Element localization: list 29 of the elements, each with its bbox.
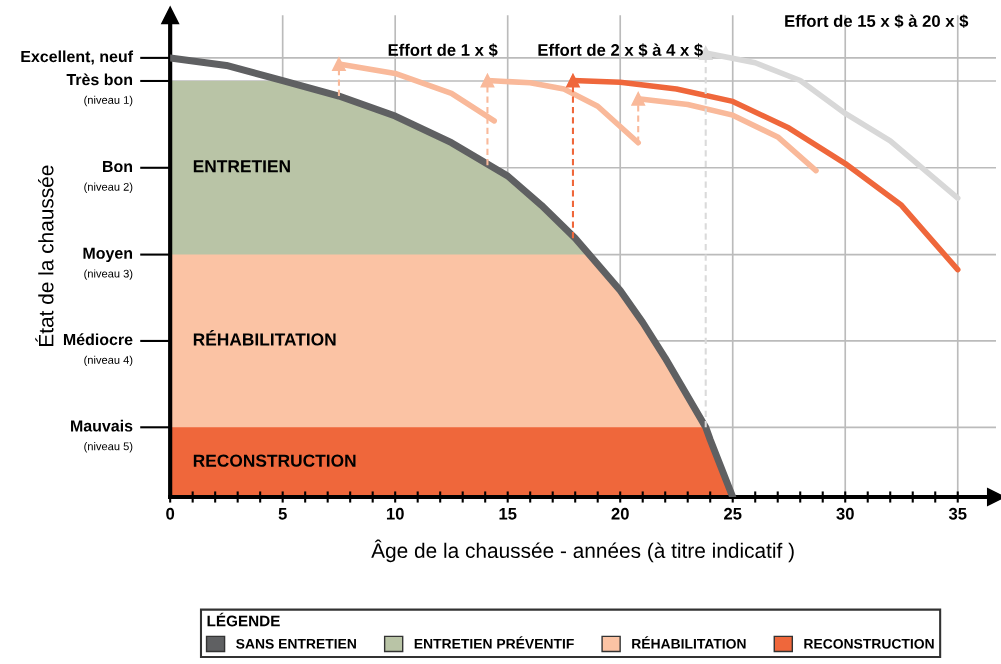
x-tick-label: 30 (836, 507, 854, 520)
legend-label: SANS ENTRETIEN (236, 638, 356, 649)
annotation: Effort de 2 x $ à 4 x $ (538, 43, 703, 57)
point (631, 91, 646, 106)
text: Très bon (niveau 1) (66, 73, 133, 107)
annotation: Effort de 1 x $ (388, 43, 498, 57)
text: Bon (niveau 2) (84, 160, 133, 193)
legend-title: LÉGENDE (207, 612, 280, 627)
x-tick-label: 15 (499, 508, 517, 520)
text: Médiocre (niveau 4) (63, 333, 133, 367)
x-tick-label: 35 (948, 507, 967, 520)
text: Mauvais (niveau 5) (71, 419, 133, 453)
legend-label: RÉHABILITATION (632, 636, 746, 649)
annotation: RÉHABILITATION (193, 330, 336, 346)
x-tick-label: 25 (724, 507, 742, 520)
point (331, 57, 346, 72)
x-tick-label: 0 (166, 507, 175, 520)
legend-label: RECONSTRUCTION (804, 638, 934, 649)
x-axis-title: Âge de la chaussée - années (à titre indicatif ) (371, 539, 794, 563)
text: Effort de 15 x $ à 20 x $ (785, 14, 969, 29)
text: État de la chaussée (35, 165, 54, 346)
text: Excellent, neuf (21, 50, 134, 65)
legend-label: ENTRETIEN PRÉVENTIF (414, 636, 574, 649)
annotation: RECONSTRUCTION (193, 454, 356, 467)
text: Moyen (niveau 3) (83, 247, 133, 280)
x-tick-label: 5 (278, 508, 287, 520)
annotation: ENTRETIEN (193, 160, 290, 173)
x-tick-label: 10 (386, 507, 404, 520)
x-tick-label: 20 (611, 507, 629, 520)
